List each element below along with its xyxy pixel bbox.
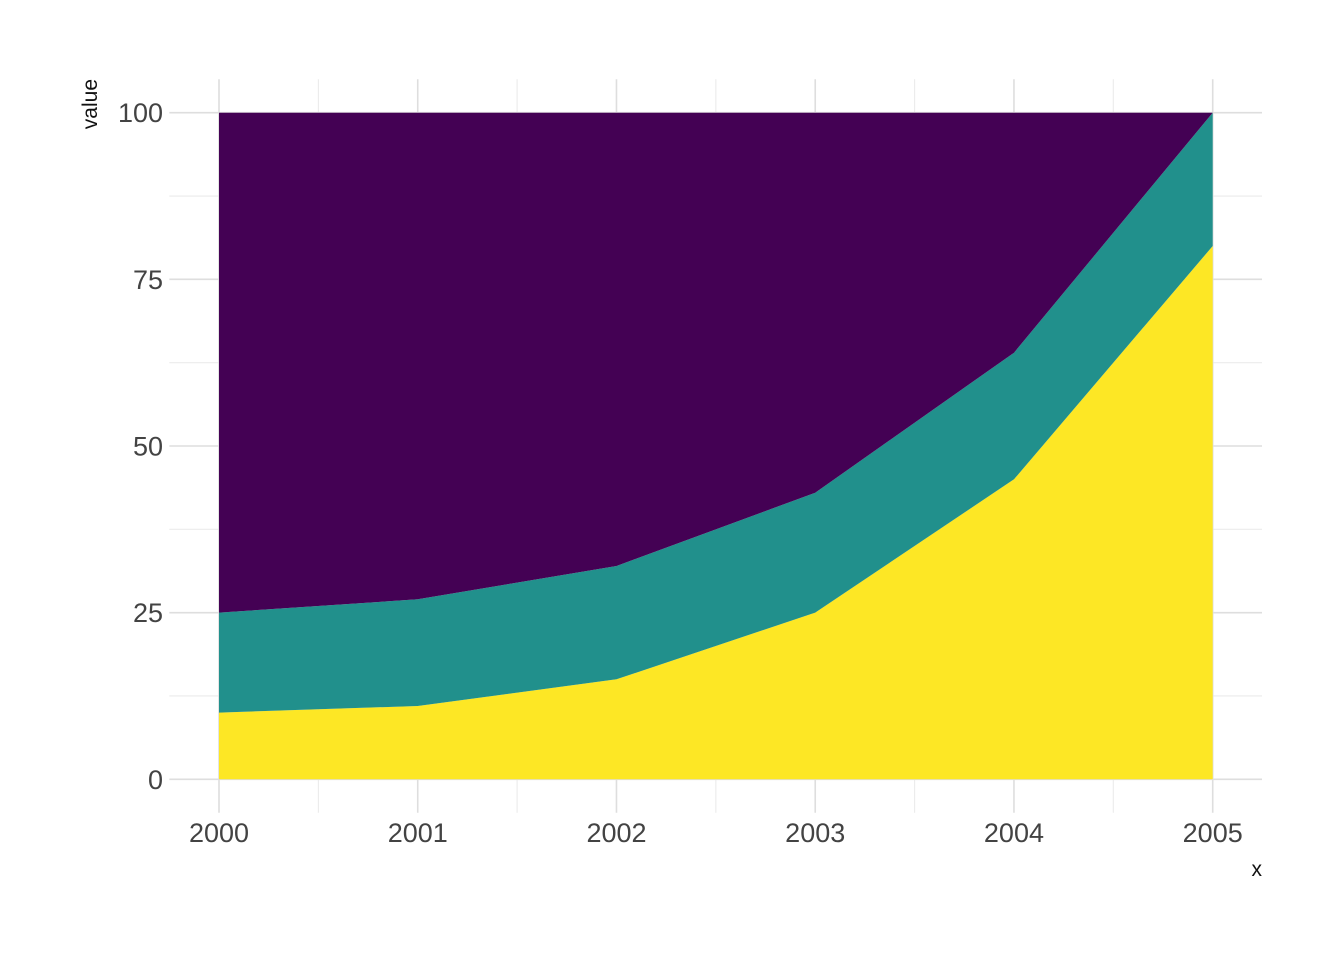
axis-labels-layer: 0 25 50 75 100 2000 2001 2002 2003 2004 2005 x value <box>79 79 1263 881</box>
y-axis-title: value <box>79 79 102 129</box>
y-tick-label: 75 <box>133 265 163 295</box>
x-tick-label: 2001 <box>388 818 448 848</box>
x-tick-label: 2004 <box>984 818 1044 848</box>
area-series-layer <box>219 112 1213 780</box>
y-tick-label: 100 <box>118 98 163 128</box>
y-tick-label: 0 <box>148 765 163 795</box>
x-tick-label: 2003 <box>785 818 845 848</box>
y-tick-label: 50 <box>133 432 163 462</box>
y-tick-label: 25 <box>133 598 163 628</box>
x-tick-label: 2000 <box>189 818 249 848</box>
x-tick-label: 2002 <box>586 818 646 848</box>
x-axis-title: x <box>1252 858 1263 881</box>
area-middle-teal <box>219 112 1213 713</box>
area-top-purple <box>219 112 1213 613</box>
x-tick-label: 2005 <box>1183 818 1243 848</box>
area-bottom-yellow <box>219 246 1213 780</box>
